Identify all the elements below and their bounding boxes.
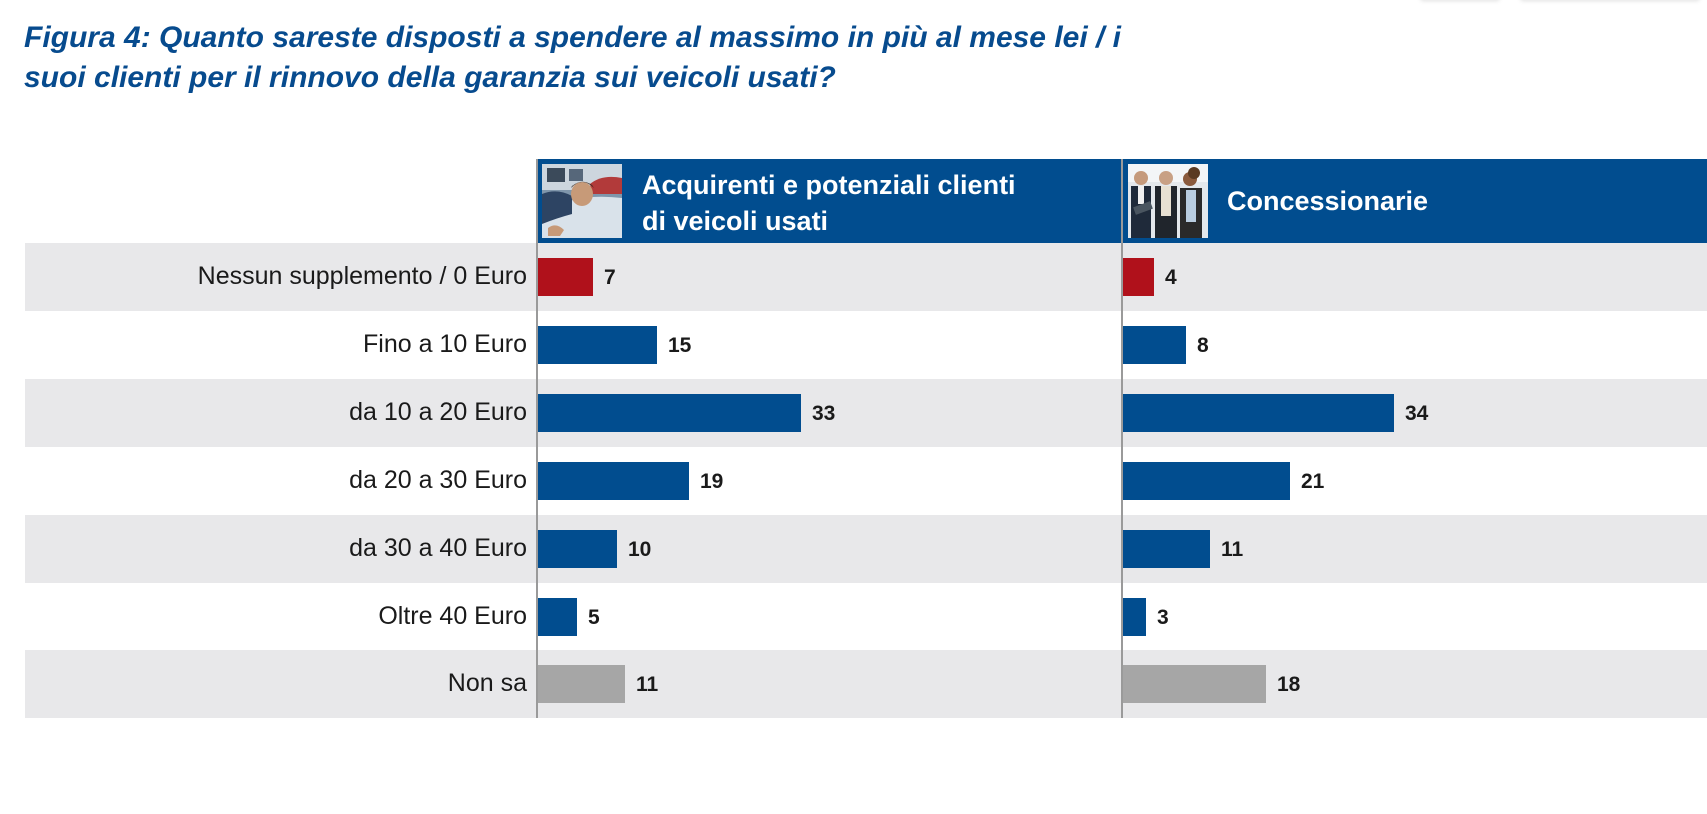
axis-line-dealers xyxy=(1121,159,1123,718)
bar xyxy=(537,665,625,704)
bar xyxy=(1122,597,1146,636)
panel-header-dealers: Concessionarie xyxy=(1122,159,1707,243)
row-band xyxy=(25,243,1707,311)
data-label: 21 xyxy=(1301,469,1325,493)
data-label: 7 xyxy=(604,266,616,289)
category-label: da 20 a 30 Euro xyxy=(349,465,527,494)
panel-header-line-1: Concessionarie xyxy=(1227,186,1429,216)
row-band xyxy=(25,378,1707,447)
category-label: Nessun supplemento / 0 Euro xyxy=(197,262,527,290)
bar xyxy=(537,461,689,500)
bar xyxy=(1122,258,1154,296)
bar xyxy=(537,529,617,568)
data-label: 15 xyxy=(668,333,692,357)
category-label: Non sa xyxy=(447,669,527,698)
bar xyxy=(1122,529,1210,568)
data-label: 3 xyxy=(1157,605,1169,629)
panel-header-line-2: di veicoli usati xyxy=(642,206,829,236)
data-label: 11 xyxy=(1221,537,1244,561)
data-label: 5 xyxy=(588,605,600,629)
bar xyxy=(1122,393,1394,432)
bar xyxy=(537,325,657,364)
chart-title: Figura 4: Quanto sareste disposti a spen… xyxy=(24,18,1324,98)
row-band xyxy=(25,514,1707,583)
data-label: 18 xyxy=(1277,673,1301,697)
data-label: 10 xyxy=(628,537,652,561)
data-label: 4 xyxy=(1165,266,1177,289)
category-label: da 30 a 40 Euro xyxy=(349,533,527,562)
panel-header-title: Acquirenti e potenziali clienti di veico… xyxy=(642,167,1016,239)
bar xyxy=(1122,665,1266,704)
panel-header-title: Concessionarie xyxy=(1227,183,1428,219)
bar xyxy=(537,393,801,432)
data-label: 11 xyxy=(636,673,659,697)
bar xyxy=(1122,325,1186,364)
chart-title-line-2: suoi clienti per il rinnovo della garanz… xyxy=(24,61,836,94)
data-label: 19 xyxy=(700,469,724,493)
category-label: da 10 a 20 Euro xyxy=(349,397,527,426)
data-label: 33 xyxy=(812,401,836,425)
data-label: 34 xyxy=(1405,401,1429,425)
panel-header-line-1: Acquirenti e potenziali clienti xyxy=(642,170,1016,200)
bar xyxy=(537,258,593,296)
category-label: Oltre 40 Euro xyxy=(378,601,527,630)
bar xyxy=(537,597,577,636)
car-buyer-photo-icon xyxy=(542,164,622,238)
chart-title-line-1: Figura 4: Quanto sareste disposti a spen… xyxy=(24,21,1122,54)
data-label: 8 xyxy=(1197,333,1209,357)
bar xyxy=(1122,461,1290,500)
category-label: Fino a 10 Euro xyxy=(363,329,527,358)
car-dealers-photo-icon xyxy=(1128,164,1208,238)
axis-line-buyers xyxy=(536,159,538,718)
row-band xyxy=(25,650,1707,719)
panel-header-buyers: Acquirenti e potenziali clienti di veico… xyxy=(537,159,1122,243)
